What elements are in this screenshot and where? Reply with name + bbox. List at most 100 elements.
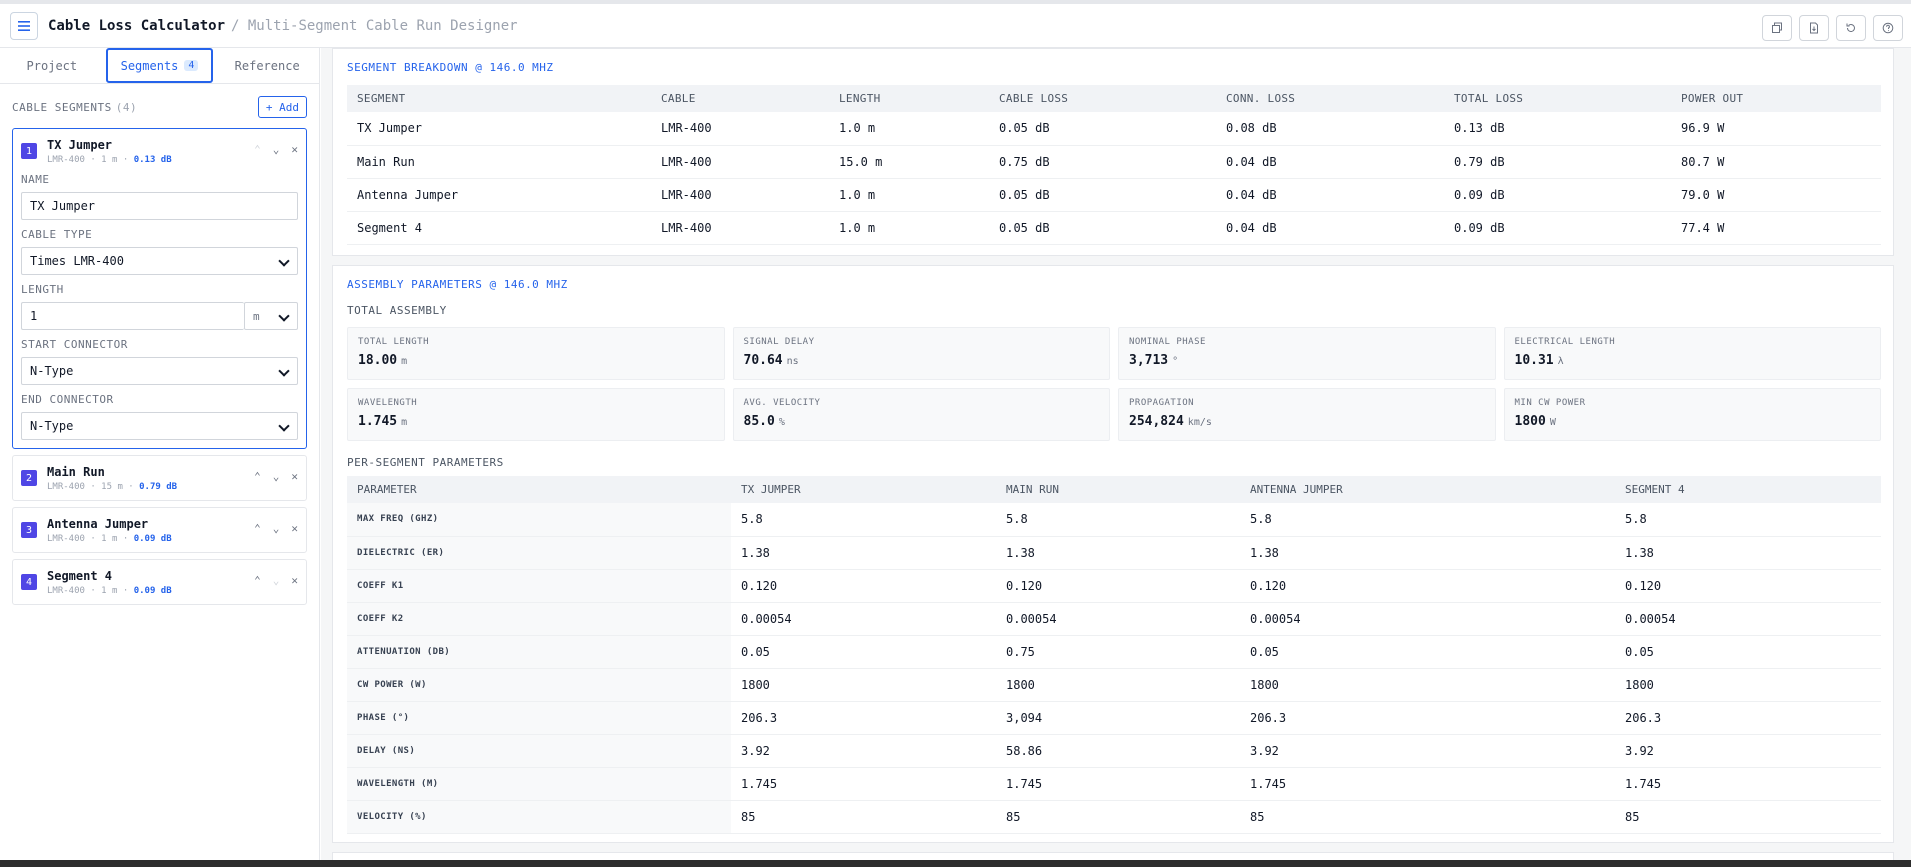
app-header: Cable Loss Calculator / Multi-Segment Ca… (0, 0, 1911, 48)
export-button[interactable] (1799, 15, 1829, 41)
remove-icon[interactable]: ✕ (291, 470, 298, 483)
segment-meta: LMR-400 · 1 m · 0.09 dB (47, 534, 172, 544)
start-connector-label: START CONNECTOR (21, 338, 128, 351)
assembly-parameters-title: ASSEMBLY PARAMETERS @ 146.0 MHZ (347, 278, 568, 291)
table-row: DIELECTRIC (ER) 1.38 1.38 1.38 1.38 (347, 536, 1881, 570)
stat-value: 85.0% (744, 414, 1100, 429)
help-button[interactable] (1873, 15, 1903, 41)
parameter-name: ATTENUATION (DB) (347, 635, 731, 669)
parameter-name: VELOCITY (%) (347, 800, 731, 834)
column-header: TOTAL LOSS (1444, 85, 1671, 112)
table-cell: 0.05 (731, 635, 996, 669)
stat-unit: km/s (1187, 417, 1212, 428)
segment-card-1[interactable]: 1 TX Jumper LMR-400 · 1 m · 0.13 dB ⌃ ⌄ … (12, 128, 307, 449)
table-row: Main Run LMR-400 15.0 m 0.75 dB 0.04 dB 0.79 … (347, 145, 1881, 179)
tab-reference[interactable]: Reference (215, 48, 319, 83)
table-cell: 0.05 dB (989, 178, 1216, 212)
segment-loss: 0.09 dB (133, 533, 172, 544)
table-cell: 85 (731, 800, 996, 834)
table-cell: 1.745 (731, 767, 996, 801)
remove-icon[interactable]: ✕ (291, 143, 298, 156)
table-cell: 206.3 (1240, 701, 1615, 735)
stat-value: 10.31 λ (1515, 353, 1871, 368)
table-cell: LMR-400 (651, 178, 829, 212)
table-row: ATTENUATION (DB) 0.05 0.75 0.05 0.05 (347, 635, 1881, 669)
move-up-icon[interactable]: ⌃ (254, 574, 261, 587)
table-cell: 1800 (996, 668, 1240, 702)
end-connector-select[interactable]: N-Type (21, 412, 298, 440)
add-segment-button[interactable]: + Add (257, 96, 307, 118)
table-row: CW POWER (W) 1800 1800 1800 1800 (347, 668, 1881, 702)
stat-label: AVG. VELOCITY (743, 398, 821, 408)
table-header-row: PARAMETER TX JUMPER MAIN RUN ANTENNA JUMPER… (347, 476, 1881, 503)
segment-name-input[interactable]: TX Jumper (21, 192, 298, 220)
stat-label: NOMINAL PHASE (1129, 337, 1206, 347)
stat-unit: ° (1172, 356, 1179, 367)
table-cell: 0.120 (996, 569, 1240, 603)
copy-button[interactable] (1762, 15, 1792, 41)
move-down-icon[interactable]: ⌄ (272, 574, 280, 587)
stat-unit: m (401, 356, 408, 367)
table-cell: 0.05 (1615, 635, 1881, 669)
table-header-row: SEGMENT CABLE LENGTH CABLE LOSS CONN. LOSS TO… (347, 85, 1881, 112)
table-cell: 1800 (1615, 668, 1881, 702)
tab-project[interactable]: Project (0, 48, 104, 83)
table-cell: 206.3 (1615, 701, 1881, 735)
table-cell: 3.92 (1615, 734, 1881, 768)
parameter-name: CW POWER (W) (347, 668, 731, 702)
segment-card-3[interactable]: 3 Antenna Jumper LMR-400 · 1 m · 0.09 dB… (12, 507, 307, 553)
stat-value: 1.745 m (358, 414, 714, 429)
segment-meta-text: LMR-400 · 1 m · (47, 154, 129, 165)
parameter-name: WAVELENGTH (M) (347, 767, 731, 801)
segment-breakdown-title: SEGMENT BREAKDOWN @ 146.0 MHZ (347, 61, 554, 74)
segment-meta-text: LMR-400 · 1 m · (47, 585, 129, 596)
length-input[interactable]: 1 (21, 302, 244, 330)
table-row: TX Jumper LMR-400 1.0 m 0.05 dB 0.08 dB 0.13 … (347, 112, 1881, 146)
assembly-parameters-panel: ASSEMBLY PARAMETERS @ 146.0 MHZ TOTAL AS… (332, 265, 1894, 843)
column-header: ANTENNA JUMPER (1240, 476, 1615, 503)
table-cell: LMR-400 (651, 145, 829, 179)
table-cell: 1.38 (731, 536, 996, 570)
parameter-name: DIELECTRIC (ER) (347, 536, 731, 570)
tab-label: Segments (120, 58, 179, 73)
table-cell: 0.09 dB (1444, 178, 1671, 212)
stat-number: 254,824 (1129, 414, 1184, 429)
table-cell: 80.7 W (1671, 145, 1881, 179)
stat-number: 1.745 (358, 414, 398, 429)
table-cell: 1.0 m (829, 178, 989, 212)
start-connector-select[interactable]: N-Type (21, 357, 298, 385)
segments-section-label: CABLE SEGMENTS (4) (12, 101, 137, 114)
move-down-icon[interactable]: ⌄ (272, 143, 280, 156)
column-header: CABLE LOSS (989, 85, 1216, 112)
table-cell: 0.04 dB (1216, 178, 1444, 212)
end-connector-label: END CONNECTOR (21, 393, 114, 406)
table-cell: 0.05 dB (989, 112, 1216, 146)
segment-card-2[interactable]: 2 Main Run LMR-400 · 15 m · 0.79 dB ⌃ ⌄ … (12, 455, 307, 501)
table-cell: 85 (1615, 800, 1881, 834)
table-row: WAVELENGTH (M) 1.745 1.745 1.745 1.745 (347, 767, 1881, 801)
length-unit-select[interactable]: m (244, 302, 298, 330)
move-down-icon[interactable]: ⌄ (272, 522, 280, 535)
table-cell: 3.92 (1240, 734, 1615, 768)
cable-type-select[interactable]: Times LMR-400 (21, 247, 298, 275)
table-cell: 0.05 (1240, 635, 1615, 669)
stat-label: MIN CW POWER (1514, 398, 1586, 408)
stat-value: 3,713 ° (1129, 353, 1485, 368)
table-cell: 3.92 (731, 734, 996, 768)
move-up-icon[interactable]: ⌃ (254, 470, 261, 483)
table-cell: 1800 (1240, 668, 1615, 702)
move-down-icon[interactable]: ⌄ (272, 470, 280, 483)
segment-loss: 0.79 dB (139, 481, 178, 492)
reset-button[interactable] (1836, 15, 1866, 41)
move-up-icon[interactable]: ⌃ (254, 143, 261, 156)
stat-number: 70.64 (743, 353, 783, 368)
tab-segments[interactable]: Segments 4 (105, 48, 214, 83)
stat-value: 18.00 m (358, 353, 714, 368)
remove-icon[interactable]: ✕ (291, 522, 298, 535)
segment-card-4[interactable]: 4 Segment 4 LMR-400 · 1 m · 0.09 dB ⌃ ⌄ … (12, 559, 307, 605)
table-cell: 1.38 (1615, 536, 1881, 570)
remove-icon[interactable]: ✕ (291, 574, 298, 587)
move-up-icon[interactable]: ⌃ (254, 522, 261, 535)
stat-label: PROPAGATION (1129, 398, 1195, 408)
menu-button[interactable] (10, 11, 38, 40)
